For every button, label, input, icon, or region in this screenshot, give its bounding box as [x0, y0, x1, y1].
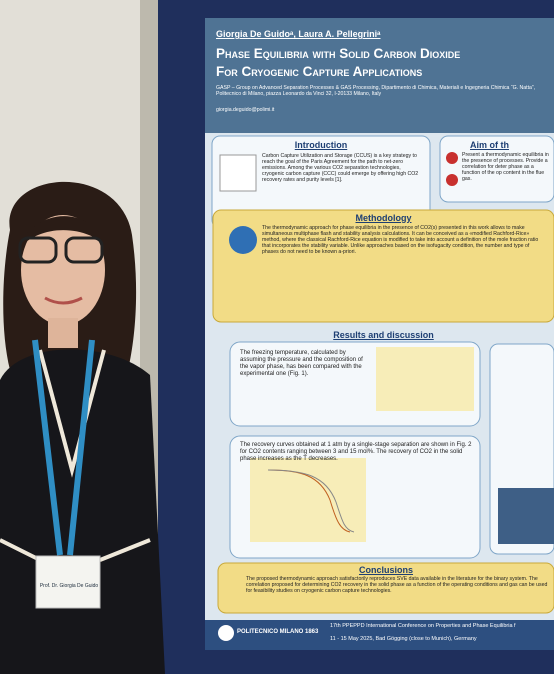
section-text: The freezing temperature, calculated by … — [240, 350, 363, 377]
intro-icon — [219, 154, 257, 192]
aim-icon — [446, 174, 458, 186]
email: giorgia.deguido@polimi.it — [216, 107, 275, 113]
poster-title: For Cryogenic Capture Applications — [216, 64, 423, 79]
conference-date: 11 - 15 May 2025, Bad Gögging (close to … — [330, 636, 477, 642]
conference: 17th PPEPPD International Conference on … — [330, 623, 516, 629]
poster-header — [205, 18, 554, 133]
section-heading: Introduction — [294, 140, 348, 150]
conclusions-box — [217, 562, 554, 614]
authors: Giorgia De Guidoᵃ, Laura A. Pellegriniᵃ — [216, 29, 381, 39]
face — [21, 215, 105, 325]
section-text: Carbon Capture Utilization and Storage (… — [262, 153, 419, 183]
aim-box — [439, 135, 554, 203]
affiliation: GASP – Group on Advanced Separation Proc… — [216, 85, 536, 97]
methodology-box — [212, 209, 554, 323]
jacket-trim — [38, 349, 106, 478]
method-icon — [229, 226, 257, 254]
glasses — [64, 236, 104, 264]
smile — [44, 296, 83, 305]
university-logo: POLITECNICO MILANO 1863 — [237, 629, 319, 635]
name-badge — [35, 555, 101, 609]
section-text: The recovery curves obtained at 1 atm by… — [240, 442, 472, 462]
polimi-logo — [218, 625, 234, 641]
section-text: The thermodynamic approach for phase equ… — [262, 225, 539, 255]
section-text: Present a thermodynamic equilibria in th… — [462, 152, 549, 182]
section-heading: Aim of th — [470, 140, 509, 150]
lanyard — [32, 339, 95, 556]
freezing-plot — [376, 347, 474, 411]
badge-name: Prof. Dr. Giorgia De Guido — [39, 583, 99, 589]
hair-fringe — [18, 216, 110, 250]
param-table — [498, 488, 554, 544]
section-heading: Results and discussion — [333, 330, 434, 340]
section-text: The proposed thermodynamic approach sati… — [246, 576, 548, 594]
glasses — [18, 236, 58, 264]
section-heading: Methodology — [355, 213, 412, 223]
neck — [48, 318, 78, 348]
jacket — [0, 349, 165, 674]
aim-icon — [446, 152, 458, 164]
poster-footer — [205, 620, 554, 650]
recovery-curve — [267, 469, 355, 533]
poster-title: Phase Equilibria with Solid Carbon Dioxi… — [216, 46, 461, 61]
section-heading: Conclusions — [358, 565, 413, 575]
jacket-trim — [0, 538, 151, 562]
